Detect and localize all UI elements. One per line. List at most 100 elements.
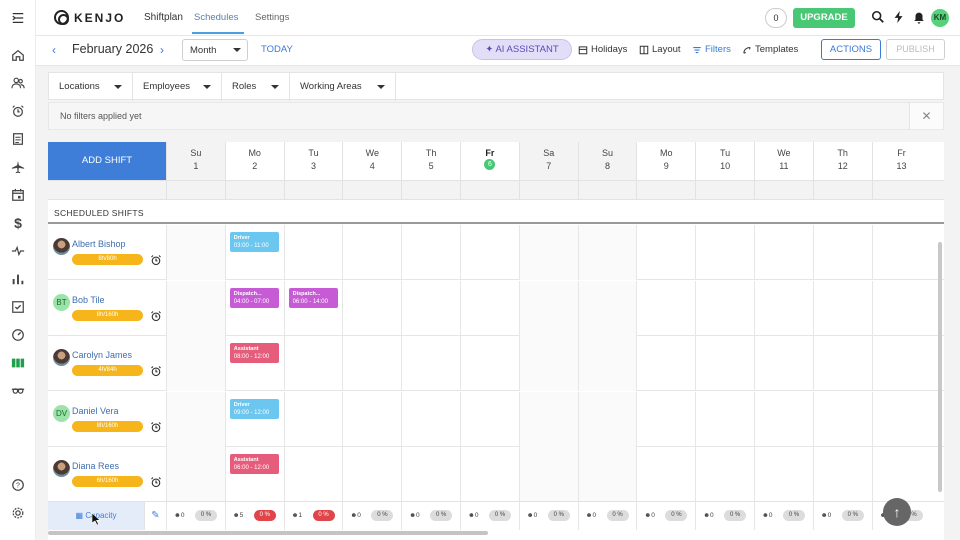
shift-block[interactable]: Dispatch... 06:00 - 14:00	[288, 287, 338, 308]
alarm-clock-icon[interactable]	[150, 364, 162, 377]
schedule-cell[interactable]	[695, 447, 754, 502]
next-month-chevron-icon[interactable]: ›	[160, 43, 164, 57]
schedule-cell[interactable]	[342, 391, 401, 447]
lightning-icon[interactable]	[892, 10, 906, 24]
employee-name[interactable]: Carolyn James	[72, 350, 133, 360]
bar-chart-icon[interactable]	[9, 270, 27, 288]
schedule-cell[interactable]	[283, 225, 343, 280]
upgrade-button[interactable]: UPGRADE	[793, 8, 855, 28]
schedule-cell[interactable]	[166, 336, 225, 391]
schedule-cell[interactable]	[460, 447, 519, 502]
day-header[interactable]: Fr 13	[871, 142, 931, 180]
employee-name[interactable]: Albert Bishop	[72, 239, 126, 249]
alarm-clock-icon[interactable]	[9, 102, 27, 120]
schedule-cell[interactable]	[518, 336, 578, 391]
day-header[interactable]: Mo 9	[636, 142, 695, 180]
schedule-cell[interactable]	[460, 225, 519, 280]
day-header[interactable]: We 4	[342, 142, 401, 180]
kenjo-logo[interactable]: KENJO	[54, 10, 125, 25]
schedule-cell[interactable]	[636, 225, 695, 280]
schedule-cell[interactable]: Assistant 06:00 - 12:00	[224, 447, 284, 502]
day-header[interactable]: Th 12	[812, 142, 872, 180]
day-header[interactable]: Sa 7	[518, 142, 578, 180]
schedule-cell[interactable]	[636, 447, 695, 502]
shift-block[interactable]: Driver 09:00 - 12:00	[229, 398, 279, 419]
employee-name[interactable]: Bob Tile	[72, 294, 105, 305]
schedule-cell[interactable]	[812, 280, 872, 336]
templates-button[interactable]: Templates	[742, 44, 798, 55]
close-icon[interactable]: ✕	[909, 103, 943, 129]
schedule-cell[interactable]	[401, 225, 460, 280]
schedule-cell[interactable]	[754, 225, 813, 280]
collapse-menu-icon[interactable]	[9, 9, 27, 27]
user-avatar[interactable]: KM	[931, 9, 949, 27]
schedule-cell[interactable]	[871, 336, 931, 391]
schedule-cell[interactable]	[518, 225, 578, 280]
schedule-cell[interactable]: Dispatch... 06:00 - 14:00	[283, 280, 343, 336]
schedule-cell[interactable]	[166, 225, 225, 280]
schedule-cell[interactable]	[577, 447, 637, 502]
schedule-cell[interactable]	[577, 336, 637, 391]
dollar-icon[interactable]: $	[14, 215, 22, 231]
schedule-cell[interactable]	[460, 280, 519, 336]
settings-gear-icon[interactable]	[9, 504, 27, 522]
vertical-scrollbar[interactable]	[938, 242, 942, 492]
shift-block[interactable]: Assistant 06:00 - 12:00	[229, 454, 279, 474]
capacity-button[interactable]: ▦ Capacity	[48, 502, 144, 530]
locations-filter-dropdown[interactable]: Locations	[49, 73, 133, 101]
schedule-cell[interactable]	[695, 336, 754, 391]
scroll-to-top-button[interactable]: ↑	[883, 498, 911, 526]
schedule-cell[interactable]	[283, 391, 343, 447]
schedule-cell[interactable]	[871, 225, 931, 280]
schedule-cell[interactable]	[342, 280, 401, 336]
alarm-clock-icon[interactable]	[150, 475, 162, 488]
notification-counter[interactable]: 0	[765, 8, 787, 28]
day-header[interactable]: Th 5	[401, 142, 460, 180]
alarm-clock-icon[interactable]	[150, 309, 162, 321]
schedule-cell[interactable]: Dispatch... 04:00 - 07:00	[224, 280, 284, 336]
schedule-cell[interactable]: Driver 03:00 - 11:00	[224, 225, 284, 280]
schedule-cell[interactable]	[812, 391, 872, 447]
alarm-clock-icon[interactable]	[150, 420, 162, 432]
horizontal-scrollbar[interactable]	[48, 531, 488, 535]
shiftplan-icon[interactable]	[9, 354, 27, 372]
schedule-cell[interactable]	[754, 447, 813, 502]
holidays-button[interactable]: Holidays	[578, 44, 627, 55]
view-mode-select[interactable]: Month	[182, 39, 248, 61]
schedule-cell[interactable]	[695, 391, 754, 447]
schedule-cell[interactable]	[812, 336, 872, 391]
schedule-cell[interactable]	[518, 447, 578, 502]
ai-assistant-button[interactable]: ✦ AI ASSISTANT	[472, 39, 572, 60]
schedule-cell[interactable]	[283, 336, 343, 391]
schedule-cell[interactable]	[401, 336, 460, 391]
add-shift-button[interactable]: ADD SHIFT	[48, 142, 166, 180]
schedule-cell[interactable]	[871, 391, 931, 447]
schedule-cell[interactable]	[283, 447, 343, 502]
schedule-cell[interactable]	[871, 447, 931, 502]
schedule-cell[interactable]: Assistant 08:00 - 12:00	[224, 336, 284, 391]
prev-month-chevron-icon[interactable]: ‹	[52, 43, 56, 57]
schedule-cell[interactable]	[342, 447, 401, 502]
schedule-cell[interactable]	[342, 336, 401, 391]
employee-name[interactable]: Diana Rees	[72, 461, 120, 471]
day-header[interactable]: Tu 10	[695, 142, 754, 180]
people-icon[interactable]	[9, 74, 27, 92]
schedule-cell[interactable]	[636, 280, 695, 336]
tab-settings[interactable]: Settings	[255, 12, 290, 23]
employee-avatar[interactable]	[53, 349, 70, 366]
schedule-cell[interactable]	[460, 391, 519, 447]
day-header[interactable]: Mo 2	[224, 142, 284, 180]
roles-filter-dropdown[interactable]: Roles	[222, 73, 290, 101]
schedule-cell[interactable]	[460, 336, 519, 391]
schedule-cell[interactable]	[812, 225, 872, 280]
schedule-cell[interactable]	[342, 225, 401, 280]
schedule-cell[interactable]	[695, 225, 754, 280]
employee-name[interactable]: Daniel Vera	[72, 405, 119, 416]
filters-button[interactable]: Filters	[692, 44, 731, 55]
schedule-cell[interactable]	[166, 447, 225, 502]
edit-pencil-icon[interactable]: ✎	[144, 502, 166, 530]
layout-button[interactable]: Layout	[639, 44, 681, 55]
plane-icon[interactable]	[9, 158, 27, 176]
shift-block[interactable]: Dispatch... 04:00 - 07:00	[229, 287, 279, 308]
schedule-cell[interactable]	[577, 280, 637, 336]
